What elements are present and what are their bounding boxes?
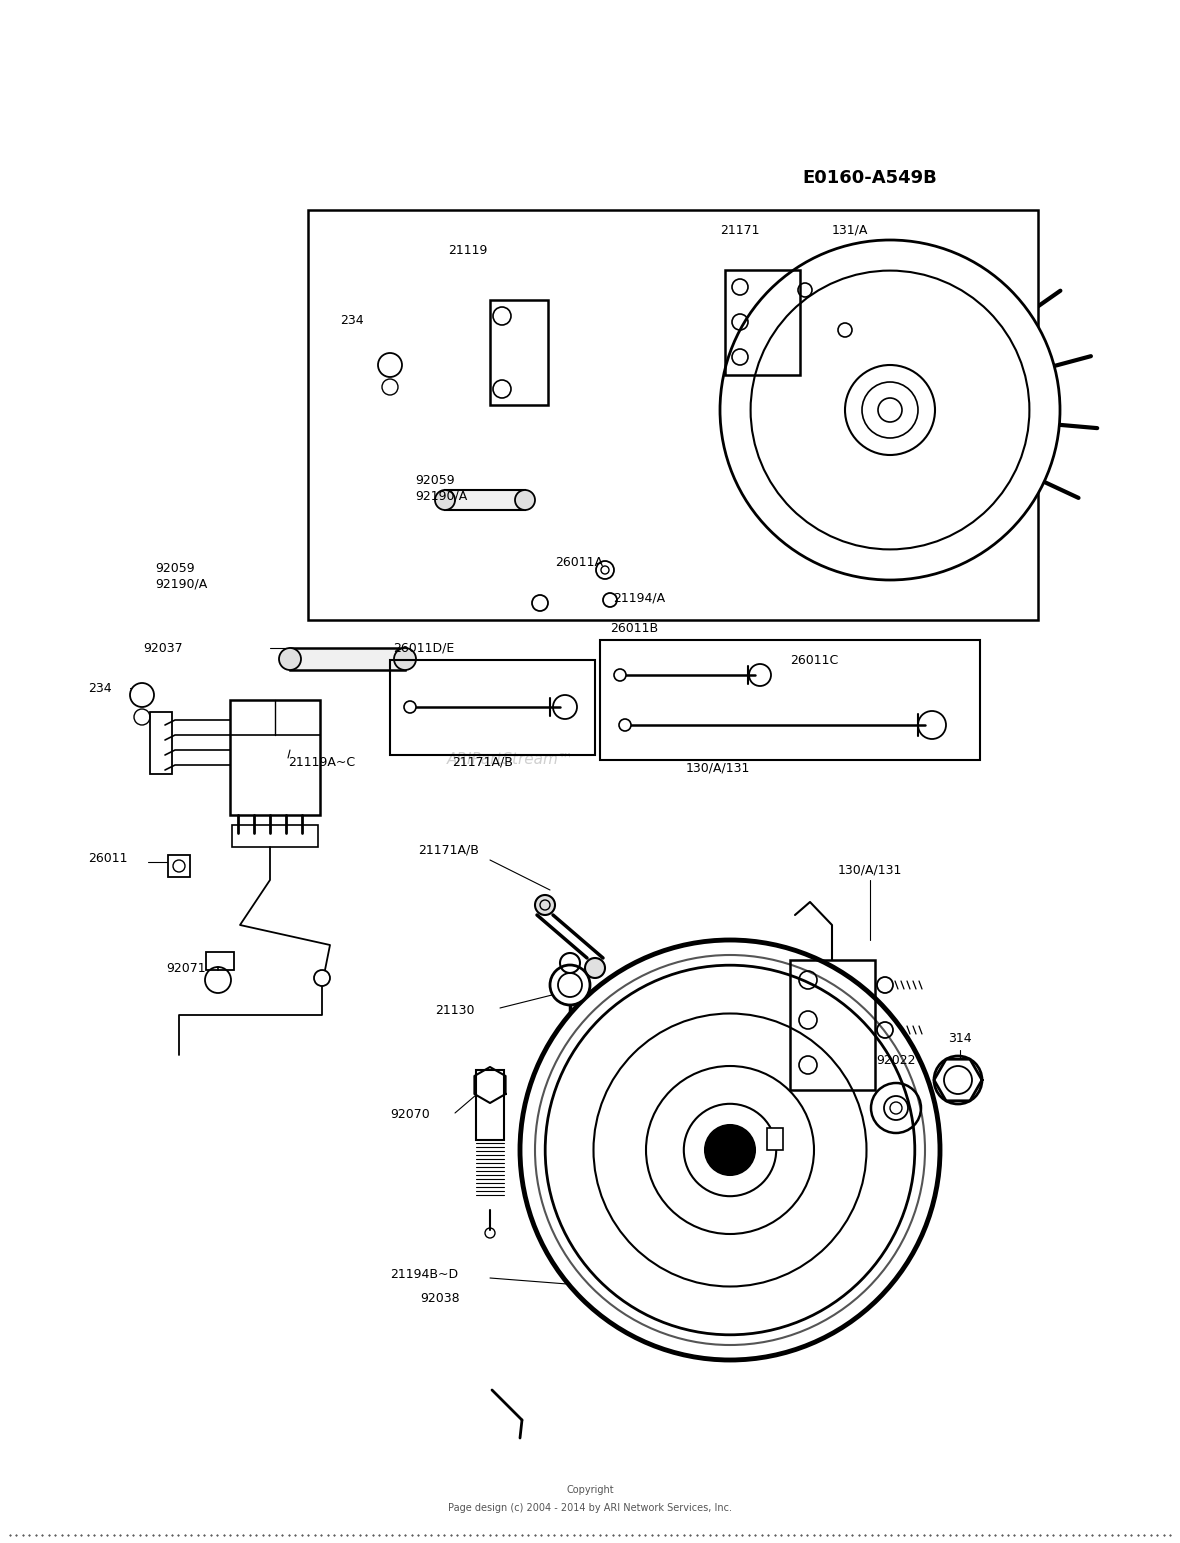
Text: ARIPartStream™: ARIPartStream™ — [446, 753, 573, 767]
Text: 21194/A: 21194/A — [612, 591, 666, 605]
Bar — [767, 1128, 784, 1150]
Text: 92070: 92070 — [391, 1108, 430, 1122]
Circle shape — [314, 971, 330, 986]
Text: E0160-A549B: E0160-A549B — [802, 170, 937, 187]
Circle shape — [594, 1014, 866, 1287]
Text: 26011C: 26011C — [789, 654, 838, 667]
Text: 92059: 92059 — [155, 562, 195, 574]
Circle shape — [130, 684, 155, 707]
Circle shape — [878, 398, 902, 421]
Bar — [150, 711, 172, 775]
Circle shape — [545, 966, 914, 1335]
Text: 26011: 26011 — [88, 852, 127, 864]
Bar — [168, 855, 190, 876]
Circle shape — [704, 1125, 755, 1176]
Circle shape — [620, 719, 631, 731]
Circle shape — [435, 491, 455, 511]
Bar — [789, 960, 876, 1089]
Circle shape — [645, 1066, 814, 1234]
Circle shape — [514, 491, 535, 511]
Text: Copyright: Copyright — [566, 1484, 614, 1495]
Text: Page design (c) 2004 - 2014 by ARI Network Services, Inc.: Page design (c) 2004 - 2014 by ARI Netwo… — [448, 1503, 732, 1514]
Circle shape — [863, 383, 918, 438]
Text: 92038: 92038 — [420, 1291, 460, 1304]
Bar — [391, 660, 595, 755]
Circle shape — [550, 964, 590, 1004]
Text: 234: 234 — [88, 682, 112, 694]
Bar — [230, 701, 320, 815]
Circle shape — [404, 701, 417, 713]
Text: 21171A/B: 21171A/B — [453, 756, 513, 768]
Circle shape — [520, 940, 940, 1359]
Text: 21171A/B: 21171A/B — [418, 844, 479, 856]
Text: 21130: 21130 — [435, 1003, 474, 1017]
Circle shape — [750, 270, 1029, 549]
Text: 92071: 92071 — [166, 961, 205, 975]
Bar — [725, 270, 800, 375]
Text: 21119A~C: 21119A~C — [288, 756, 355, 768]
Text: 130/A/131: 130/A/131 — [686, 762, 750, 775]
Text: 26011B: 26011B — [610, 622, 658, 634]
Text: 92022: 92022 — [877, 1054, 916, 1066]
Circle shape — [845, 366, 935, 455]
Text: 314: 314 — [949, 1032, 972, 1045]
Circle shape — [278, 648, 301, 670]
Bar — [290, 648, 405, 670]
Text: 92190/A: 92190/A — [155, 577, 208, 591]
Text: 21119: 21119 — [448, 244, 487, 256]
Text: 21194B~D: 21194B~D — [391, 1268, 458, 1282]
Text: 234: 234 — [340, 313, 363, 327]
Bar — [476, 1069, 504, 1140]
Bar — [308, 210, 1038, 620]
Circle shape — [585, 958, 605, 978]
Circle shape — [720, 241, 1060, 580]
Text: 26011A: 26011A — [555, 555, 603, 568]
Text: 131/A: 131/A — [832, 224, 868, 236]
Circle shape — [394, 648, 417, 670]
Bar — [599, 640, 981, 761]
Bar — [490, 299, 548, 404]
Bar — [232, 826, 317, 847]
Circle shape — [683, 1103, 776, 1196]
Circle shape — [535, 955, 925, 1345]
Circle shape — [535, 895, 555, 915]
Circle shape — [378, 353, 402, 376]
Circle shape — [614, 670, 627, 680]
Text: 92190/A: 92190/A — [415, 489, 467, 503]
Text: 21171: 21171 — [720, 224, 760, 236]
Text: 92059: 92059 — [415, 474, 454, 486]
Bar — [206, 952, 234, 971]
Text: 92037: 92037 — [144, 642, 183, 654]
Circle shape — [532, 596, 548, 611]
Text: 26011D/E: 26011D/E — [393, 642, 454, 654]
Text: 130/A/131: 130/A/131 — [838, 864, 903, 876]
Bar — [445, 491, 525, 511]
